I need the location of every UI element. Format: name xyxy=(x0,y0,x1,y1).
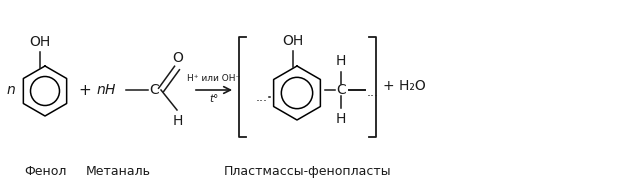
Text: OH: OH xyxy=(283,34,304,48)
Text: OH: OH xyxy=(29,35,51,49)
Text: O: O xyxy=(173,51,183,65)
Text: H⁺ или OH⁻: H⁺ или OH⁻ xyxy=(188,74,240,83)
Text: Пластмассы-фенопласты: Пластмассы-фенопласты xyxy=(224,165,391,178)
Text: H: H xyxy=(336,54,346,68)
Text: t°: t° xyxy=(209,94,219,104)
Text: $n$: $n$ xyxy=(6,83,16,97)
Text: H: H xyxy=(336,112,346,126)
Text: ...: ... xyxy=(367,85,379,98)
Text: + H₂O: + H₂O xyxy=(383,79,426,93)
Text: C: C xyxy=(149,83,159,97)
Text: Метаналь: Метаналь xyxy=(86,165,150,178)
Text: ...: ... xyxy=(256,90,268,103)
Text: $n$H: $n$H xyxy=(96,83,117,97)
Text: Фенол: Фенол xyxy=(24,165,66,178)
Text: +: + xyxy=(78,83,91,97)
Text: C: C xyxy=(336,83,346,97)
Text: H: H xyxy=(173,114,183,128)
